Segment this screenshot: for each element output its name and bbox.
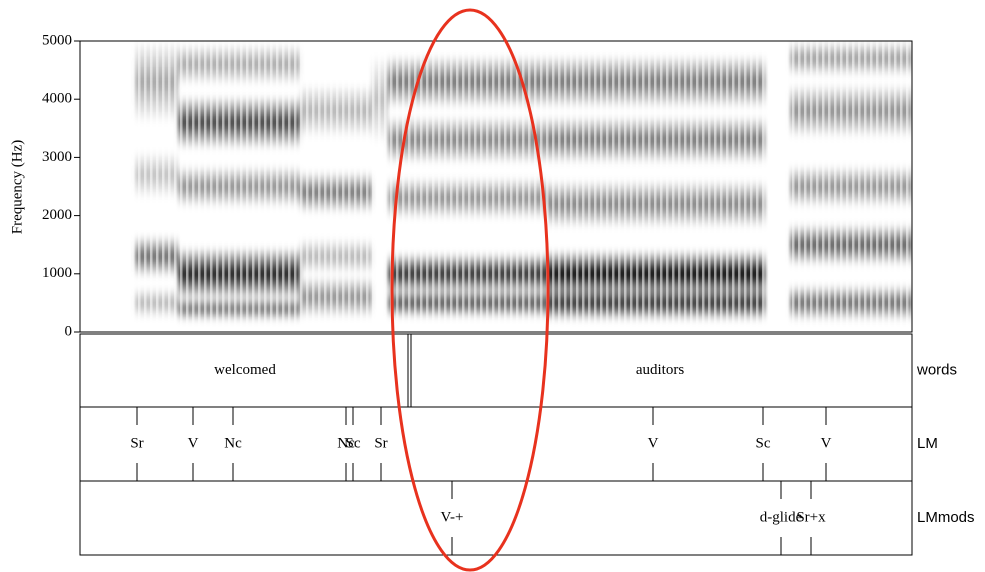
tier-label: Sr+x — [796, 509, 826, 525]
highlight-ellipse — [390, 8, 550, 572]
tier-box — [79, 333, 913, 408]
spectrogram-frame — [79, 40, 913, 333]
tier-label: V — [821, 435, 832, 451]
y-tick-label: 1000 — [42, 265, 72, 281]
y-tick-label: 5000 — [42, 32, 72, 48]
y-tick-label: 3000 — [42, 149, 72, 165]
tier-label: V — [188, 435, 199, 451]
tier-name: LMmods — [917, 509, 975, 526]
tier-label: Sc — [756, 435, 771, 451]
tier-label: Sr — [130, 435, 143, 451]
tier-box — [79, 406, 913, 482]
tier-name: words — [916, 361, 957, 378]
glottal-striations — [80, 41, 912, 332]
tier-label: Sr — [374, 435, 387, 451]
y-tick-label: 2000 — [42, 207, 72, 223]
y-tick-label: 4000 — [42, 91, 72, 107]
tier-label: Nc — [337, 435, 355, 451]
tier-label: Nc — [224, 435, 242, 451]
y-tick-label: 0 — [65, 323, 73, 339]
tier-label: d-glide — [760, 509, 803, 525]
tier-name: LM — [917, 435, 938, 452]
spectrogram — [80, 41, 912, 332]
tier-label: V — [648, 435, 659, 451]
tier-label: Sc — [346, 435, 361, 451]
tier-label: welcomed — [214, 362, 276, 378]
y-axis-label: Frequency (Hz) — [9, 140, 25, 235]
tier-label: V-+ — [441, 509, 464, 525]
tier-label: auditors — [636, 362, 684, 378]
